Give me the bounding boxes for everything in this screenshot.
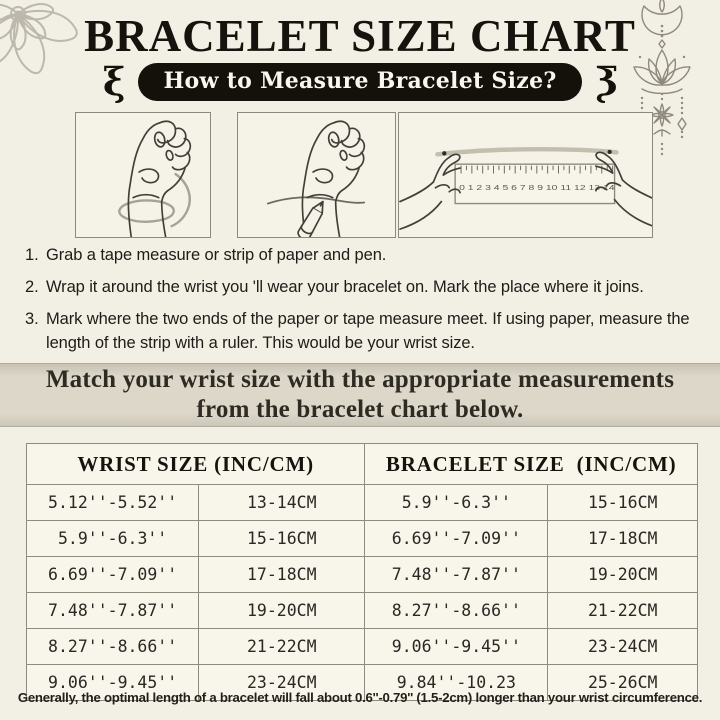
bracelet-inch-cell: 7.48''-7.87'' xyxy=(364,556,549,593)
step-text: Mark where the two ends of the paper or … xyxy=(46,309,690,353)
page-title: BRACELET SIZE CHART xyxy=(84,11,636,61)
illustration-mark-pen xyxy=(237,112,396,238)
table-row: 7.48''-7.87'' 19-20CM 8.27''-8.66'' 21-2… xyxy=(25,592,698,629)
match-banner-text: Match your wrist size with the appropria… xyxy=(45,366,675,423)
bracelet-inch-cell: 9.06''-9.45'' xyxy=(364,628,549,665)
bracelet-cm-cell: 21-22CM xyxy=(547,592,698,629)
flower-ornament-icon xyxy=(0,3,78,75)
match-banner: Match your wrist size with the appropria… xyxy=(0,363,720,427)
bracelet-cm-cell: 23-24CM xyxy=(547,628,698,665)
swirl-left-icon: ξ xyxy=(102,59,126,104)
instruction-step-1: 1. Grab a tape measure or strip of paper… xyxy=(25,243,703,268)
step-number: 3. xyxy=(25,309,39,328)
bracelet-inch-cell: 8.27''-8.66'' xyxy=(364,592,549,629)
hand-with-tape-icon xyxy=(118,120,192,237)
table-row: 9.06''-9.45'' 23-24CM 9.84''-10.23 25-26… xyxy=(25,664,698,701)
wrist-size-header: WRIST SIZE (INC/CM) xyxy=(25,443,366,485)
wrist-cm-cell: 21-22CM xyxy=(198,628,366,665)
instruction-step-3: 3. Mark where the two ends of the paper … xyxy=(25,307,703,357)
bracelet-cm-cell: 17-18CM xyxy=(547,520,698,557)
wrist-inch-cell: 5.12''-5.52'' xyxy=(25,484,200,521)
illustration-ruler-measure: 0 1 2 3 4 5 6 7 8 9 10 11 12 13 14 xyxy=(398,112,653,238)
wrist-inch-cell: 6.69''-7.09'' xyxy=(25,556,200,593)
size-table-header-row: WRIST SIZE (INC/CM) BRACELET SIZE (INC/C… xyxy=(25,443,698,485)
bracelet-inch-cell: 6.69''-7.09'' xyxy=(364,520,549,557)
step-number: 1. xyxy=(25,246,39,264)
table-row: 8.27''-8.66'' 21-22CM 9.06''-9.45'' 23-2… xyxy=(25,628,698,665)
step-text: Wrap it around the wrist you 'll wear yo… xyxy=(46,277,644,296)
step-text: Grab a tape measure or strip of paper an… xyxy=(46,246,387,264)
footer-note: Generally, the optimal length of a brace… xyxy=(17,690,703,705)
instructions-list: 1. Grab a tape measure or strip of paper… xyxy=(25,243,703,363)
wrist-inch-cell: 5.9''-6.3'' xyxy=(25,520,200,557)
wrist-cm-cell: 23-24CM xyxy=(198,664,366,701)
step-number: 2. xyxy=(25,277,39,296)
wrist-cm-cell: 19-20CM xyxy=(198,592,366,629)
table-row: 5.12''-5.52'' 13-14CM 5.9''-6.3'' 15-16C… xyxy=(25,484,698,521)
hand-with-pen-icon xyxy=(266,120,366,237)
bracelet-size-header: BRACELET SIZE (INC/CM) xyxy=(364,443,698,485)
bracelet-inch-cell: 9.84''-10.23 xyxy=(364,664,549,701)
subtitle-row: ξ How to Measure Bracelet Size? ξ xyxy=(0,59,720,104)
table-row: 6.69''-7.09'' 17-18CM 7.48''-7.87'' 19-2… xyxy=(25,556,698,593)
table-row: 5.9''-6.3'' 15-16CM 6.69''-7.09'' 17-18C… xyxy=(25,520,698,557)
wrist-inch-cell: 7.48''-7.87'' xyxy=(25,592,200,629)
bracelet-cm-cell: 19-20CM xyxy=(547,556,698,593)
swirl-right-icon: ξ xyxy=(594,59,618,104)
ruler-numbers: 0 1 2 3 4 5 6 7 8 9 10 11 12 13 14 xyxy=(459,183,614,192)
wrist-cm-cell: 17-18CM xyxy=(198,556,366,593)
subtitle-text: How to Measure Bracelet Size? xyxy=(163,68,557,94)
wrist-cm-cell: 15-16CM xyxy=(198,520,366,557)
bracelet-cm-cell: 15-16CM xyxy=(547,484,698,521)
wrist-cm-cell: 13-14CM xyxy=(198,484,366,521)
hands-with-ruler-icon: 0 1 2 3 4 5 6 7 8 9 10 11 12 13 14 xyxy=(399,147,652,230)
illustration-wrap-tape xyxy=(75,112,211,238)
size-table: WRIST SIZE (INC/CM) BRACELET SIZE (INC/C… xyxy=(25,443,698,701)
subtitle-pill: How to Measure Bracelet Size? xyxy=(138,63,582,101)
wrist-inch-cell: 9.06''-9.45'' xyxy=(25,664,200,701)
bracelet-cm-cell: 25-26CM xyxy=(547,664,698,701)
bracelet-inch-cell: 5.9''-6.3'' xyxy=(364,484,549,521)
wrist-inch-cell: 8.27''-8.66'' xyxy=(25,628,200,665)
instruction-step-2: 2. Wrap it around the wrist you 'll wear… xyxy=(25,275,703,300)
